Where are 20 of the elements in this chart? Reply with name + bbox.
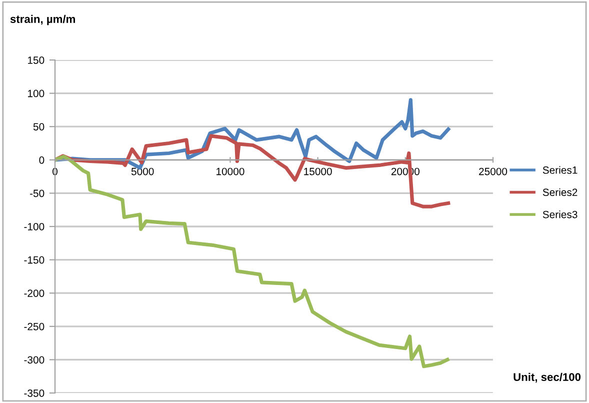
y-tick-label: 0 [39, 156, 44, 164]
y-tick-label: -100 [24, 223, 44, 230]
y-tick-label: -150 [24, 256, 44, 264]
legend-label: Series2 [542, 188, 578, 196]
x-tick-label: 15000 [304, 168, 332, 176]
x-tick-label: 10000 [216, 168, 244, 176]
x-axis-title: Unit, sec/100 [514, 372, 581, 383]
y-tick-label: -300 [24, 356, 44, 364]
y-tick-label: 50 [33, 123, 44, 130]
y-tick-label: -50 [30, 190, 44, 198]
legend-label: Series1 [542, 166, 578, 174]
y-tick-label: -350 [24, 390, 44, 397]
y-tick-label: -250 [24, 322, 44, 330]
y-tick-label: -200 [24, 290, 44, 297]
y-axis-title: strain, µm/m [10, 14, 75, 26]
x-tick-label: 25000 [479, 168, 508, 176]
legend-label: Series3 [542, 210, 578, 218]
y-tick-label: 150 [28, 56, 44, 64]
y-tick-label: 100 [28, 90, 44, 98]
x-tick-label: 5000 [131, 168, 154, 176]
